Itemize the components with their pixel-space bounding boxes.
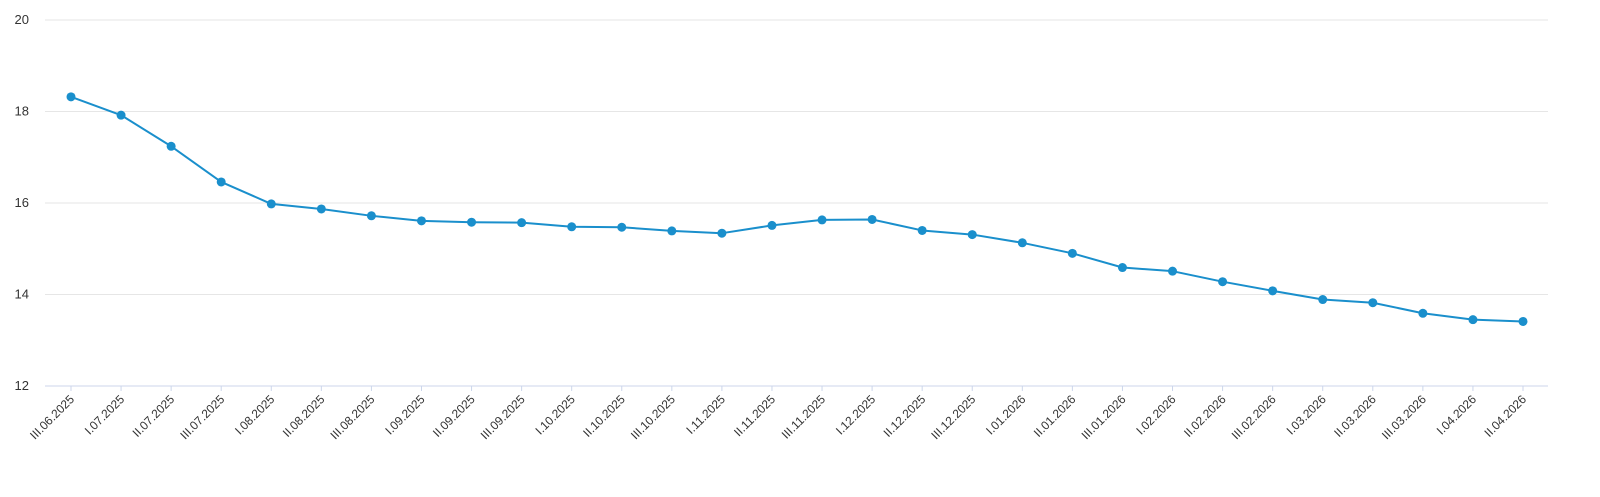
data-point[interactable]	[517, 218, 527, 228]
data-point[interactable]	[817, 215, 827, 225]
data-point[interactable]	[366, 211, 376, 221]
data-point[interactable]	[567, 222, 577, 232]
data-point[interactable]	[767, 220, 777, 230]
series-line-group	[70, 95, 1524, 323]
x-tick-label: I.03.2026	[1284, 392, 1330, 438]
data-point[interactable]	[116, 110, 126, 120]
data-point[interactable]	[1218, 277, 1228, 287]
y-tick-label-16: 16	[15, 195, 29, 210]
data-point[interactable]	[467, 217, 477, 227]
x-tick-label: III.01.2026	[1079, 392, 1129, 442]
data-point[interactable]	[967, 230, 977, 240]
data-point[interactable]	[1117, 263, 1127, 273]
x-tick-label: III.10.2025	[628, 392, 678, 442]
x-tick-label: III.08.2025	[328, 392, 378, 442]
grid-lines	[45, 19, 1548, 295]
data-point[interactable]	[1268, 286, 1278, 296]
data-point[interactable]	[667, 226, 677, 236]
data-point[interactable]	[1017, 238, 1027, 248]
x-tick-label: II.11.2025	[731, 392, 778, 439]
x-tick-label: III.07.2025	[177, 392, 227, 442]
data-point[interactable]	[617, 222, 627, 232]
x-tick-label: III.12.2025	[928, 392, 978, 442]
y-axis: 12 14 16 18 20	[15, 12, 29, 393]
x-tick-label: II.01.2026	[1031, 392, 1079, 440]
data-point[interactable]	[867, 214, 877, 224]
x-tick-label: I.08.2025	[232, 392, 278, 438]
data-point[interactable]	[1318, 295, 1328, 305]
data-point[interactable]	[1418, 308, 1428, 318]
x-tick-label: I.01.2026	[983, 392, 1029, 438]
data-point[interactable]	[1168, 266, 1178, 276]
y-tick-label-18: 18	[15, 104, 29, 119]
x-tick-label: III.06.2025	[27, 392, 77, 442]
x-tick-label: I.12.2025	[833, 392, 879, 438]
y-tick-label-12: 12	[15, 378, 29, 393]
data-point[interactable]	[1518, 316, 1528, 326]
x-tick-label: I.02.2026	[1133, 392, 1179, 438]
data-point[interactable]	[416, 216, 426, 226]
x-tick-label: I.07.2025	[82, 392, 128, 438]
x-tick-label: I.04.2026	[1434, 392, 1480, 438]
x-tick-label: II.07.2025	[130, 392, 178, 440]
x-tick-label: III.09.2025	[478, 392, 528, 442]
data-point[interactable]	[266, 199, 276, 209]
data-point[interactable]	[216, 177, 226, 187]
y-tick-label-14: 14	[15, 287, 29, 302]
x-tick-label: II.10.2025	[580, 392, 628, 440]
x-axis: III.06.2025 I.07.2025 II.07.2025 III.07.202…	[27, 385, 1548, 442]
x-tick-label: I.10.2025	[533, 392, 579, 438]
data-point[interactable]	[316, 204, 326, 214]
y-tick-label-20: 20	[15, 12, 29, 27]
data-point[interactable]	[917, 225, 927, 235]
series-line	[70, 95, 1524, 323]
x-tick-label: III.11.2025	[779, 392, 829, 442]
data-points	[66, 92, 1528, 326]
x-tick-label: III.03.2026	[1379, 392, 1429, 442]
data-point[interactable]	[1368, 298, 1378, 308]
x-tick-label: I.09.2025	[382, 392, 428, 438]
x-tick-label: II.09.2025	[430, 392, 478, 440]
x-tick-label: II.08.2025	[280, 392, 328, 440]
data-point[interactable]	[166, 141, 176, 151]
data-point[interactable]	[1067, 248, 1077, 258]
data-point[interactable]	[1468, 315, 1478, 325]
x-tick-label: II.02.2026	[1181, 392, 1229, 440]
data-point[interactable]	[717, 228, 727, 238]
x-tick-label: III.02.2026	[1229, 392, 1279, 442]
x-tick-label: I.11.2025	[683, 392, 728, 437]
data-point[interactable]	[66, 92, 76, 102]
x-tick-label: II.12.2025	[881, 392, 929, 440]
x-tick-label: II.04.2026	[1481, 392, 1529, 440]
x-tick-label: II.03.2026	[1331, 392, 1379, 440]
